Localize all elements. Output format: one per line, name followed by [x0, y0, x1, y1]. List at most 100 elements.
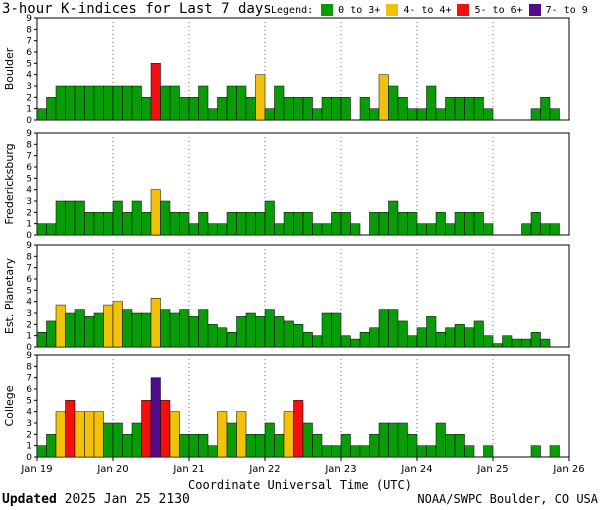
x-tick-label: Jan 21 [172, 464, 204, 475]
kp-bar [55, 304, 66, 348]
y-tick-label: 3 [26, 82, 32, 92]
y-tick-label: 2 [26, 320, 32, 330]
x-tick-label: Jan 23 [324, 464, 356, 475]
kp-bar [530, 332, 541, 348]
kp-bar [245, 312, 256, 348]
kp-bar [122, 309, 133, 348]
kp-bar [150, 298, 161, 348]
kp-bar [340, 434, 351, 458]
updated-timestamp: Updated 2025 Jan 25 2130 [2, 492, 190, 507]
legend: Legend: 0 to 3+ 4- to 4+ 5- to 6+ 7- to … [271, 4, 588, 16]
kp-bar [331, 212, 342, 236]
kp-bar [530, 212, 541, 236]
y-tick-label: 4 [26, 298, 32, 308]
kp-bar [445, 223, 456, 236]
kp-bar [122, 85, 133, 121]
kp-bar [464, 327, 475, 348]
y-tick-label: 4 [26, 71, 32, 81]
kp-bar [188, 434, 199, 458]
y-tick-label: 6 [26, 48, 32, 58]
kp-bar [350, 223, 361, 236]
kp-bar [74, 200, 85, 236]
kp-bar [36, 108, 47, 121]
legend-heading: Legend: [271, 4, 314, 16]
kp-bar [84, 411, 95, 458]
kp-bar [445, 327, 456, 348]
kp-bar [407, 434, 418, 458]
y-tick-label: 5 [26, 396, 32, 406]
y-tick-label: 3 [26, 197, 32, 207]
x-tick-label: Jan 19 [20, 464, 52, 475]
kp-bar [416, 445, 427, 458]
legend-swatch-purple [528, 4, 541, 16]
kp-bar [160, 309, 171, 348]
kp-bar [226, 332, 237, 348]
x-tick-label: Jan 22 [248, 464, 280, 475]
kp-bar [397, 212, 408, 236]
kp-bar [131, 312, 142, 348]
kp-bar [103, 212, 114, 236]
kp-bar [416, 108, 427, 121]
kp-bar [160, 400, 171, 458]
kp-bar [483, 335, 494, 348]
y-tick-label: 8 [26, 140, 32, 150]
kp-bar [36, 332, 47, 348]
kp-bar [293, 324, 304, 348]
y-tick-label: 3 [26, 419, 32, 429]
kp-bar [84, 212, 95, 236]
y-tick-label: 5 [26, 174, 32, 184]
kp-bar [445, 97, 456, 121]
kp-bar [473, 97, 484, 121]
y-tick-label: 9 [26, 14, 32, 24]
y-tick-label: 2 [26, 93, 32, 103]
kp-bar [492, 343, 503, 348]
kp-bar [84, 85, 95, 121]
kp-bar [540, 223, 551, 236]
legend-label-green: 0 to 3+ [338, 4, 381, 16]
kp-bar [188, 223, 199, 236]
kp-bar [179, 309, 190, 348]
kp-bar [283, 212, 294, 236]
kp-bar [141, 212, 152, 236]
kp-bar [312, 223, 323, 236]
y-tick-label: 0 [26, 343, 32, 353]
kp-bar [226, 212, 237, 236]
kp-bar [36, 223, 47, 236]
kp-bar [397, 97, 408, 121]
kp-bar [426, 85, 437, 121]
kp-bar [74, 85, 85, 121]
kp-bar [207, 223, 218, 236]
kp-bar [236, 411, 247, 458]
y-tick-label: 0 [26, 453, 32, 463]
kp-bar [283, 320, 294, 348]
kp-bar [46, 97, 57, 121]
kp-bar [255, 434, 266, 458]
legend-entry-purple: 7- to 9 [528, 4, 588, 16]
kp-bar [350, 445, 361, 458]
kp-bar [93, 411, 104, 458]
kp-bar [274, 223, 285, 236]
kp-bar [264, 108, 275, 121]
kp-bar [473, 212, 484, 236]
kp-bar [454, 324, 465, 348]
kp-bar [340, 335, 351, 348]
kp-bar [397, 320, 408, 348]
kp-bar [198, 85, 209, 121]
kp-bar [397, 422, 408, 458]
kp-bar [226, 422, 237, 458]
kp-bar [55, 411, 66, 458]
kp-bar [435, 332, 446, 348]
kp-bar [217, 223, 228, 236]
kp-bar [464, 445, 475, 458]
y-tick-label: 5 [26, 286, 32, 296]
kp-bar [321, 312, 332, 348]
kp-bar [435, 108, 446, 121]
kp-bar [179, 434, 190, 458]
y-tick-label: 8 [26, 252, 32, 262]
kp-bar [274, 85, 285, 121]
kp-bar [46, 223, 57, 236]
x-tick-label: Jan 25 [476, 464, 508, 475]
kp-bar [198, 212, 209, 236]
kp-bar [350, 338, 361, 348]
kp-bar [169, 312, 180, 348]
